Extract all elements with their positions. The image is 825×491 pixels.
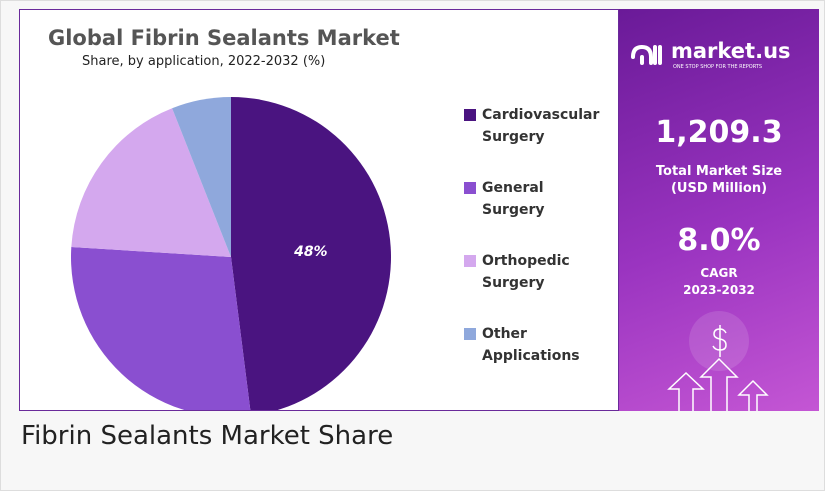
pie-chart: 48% [20, 10, 450, 410]
market-size: 1,209.3 [619, 115, 819, 150]
legend-label: Orthopedic Surgery [482, 250, 600, 294]
cagr-period: 2023-2032 [654, 282, 784, 299]
caption: Fibrin Sealants Market Share [21, 421, 393, 451]
legend-item: Orthopedic Surgery [464, 250, 614, 294]
summary-panel: market.us ONE STOP SHOP FOR THE REPORTS … [619, 9, 819, 411]
brand: market.us [671, 39, 791, 63]
legend-label: Other Applications [482, 323, 600, 367]
market-size-label: Total Market Size (USD Million) [654, 163, 784, 197]
data-label: 48% [293, 244, 328, 260]
legend-swatch [464, 255, 476, 267]
pie-slice [71, 247, 251, 410]
cagr: 8.0% [619, 223, 819, 258]
legend-swatch [464, 328, 476, 340]
legend-swatch [464, 109, 476, 121]
logo: market.us ONE STOP SHOP FOR THE REPORTS [619, 27, 819, 87]
legend-item: Cardiovascular Surgery [464, 104, 614, 148]
logo-icon [633, 47, 660, 63]
chart-card: Global Fibrin Sealants Market Share, by … [19, 9, 619, 411]
legend-swatch [464, 182, 476, 194]
legend-item: Other Applications [464, 323, 614, 367]
icon-circle [689, 311, 749, 371]
decoration [619, 311, 819, 411]
cagr-label: CAGR [654, 265, 784, 282]
tagline: ONE STOP SHOP FOR THE REPORTS [673, 64, 762, 70]
legend-label: Cardiovascular Surgery [482, 104, 600, 148]
page: Global Fibrin Sealants Market Share, by … [0, 0, 825, 491]
legend-label: General Surgery [482, 177, 600, 221]
legend-item: General Surgery [464, 177, 614, 221]
